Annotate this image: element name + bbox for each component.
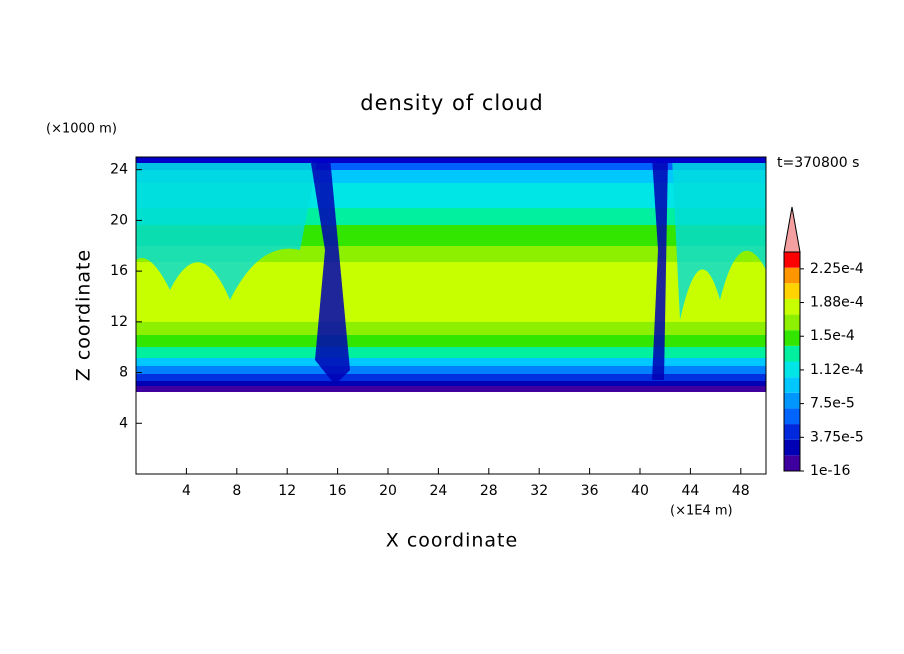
colorbar-band — [784, 361, 800, 378]
colorbar-band — [784, 252, 800, 268]
colorbar-band — [784, 314, 800, 331]
y-tick-label: 16 — [110, 263, 128, 279]
y-unit: (×1000 m) — [46, 122, 117, 137]
colorbar-band — [784, 455, 800, 471]
colorbar-frame — [783, 251, 801, 472]
x-tick-label: 32 — [530, 483, 548, 499]
x-tick-label: 4 — [182, 483, 191, 499]
colorbar-band — [784, 392, 800, 409]
y-tick-label: 24 — [110, 162, 128, 178]
colorbar-band — [784, 345, 800, 362]
colorbar-tick-label: 3.75e-5 — [810, 429, 864, 445]
colorbar-band — [784, 267, 800, 284]
colorbar-band — [784, 424, 800, 440]
x-tick-label: 12 — [278, 483, 296, 499]
x-tick-label: 20 — [379, 483, 397, 499]
x-axis-label: X coordinate — [386, 530, 518, 552]
x-tick-label: 36 — [581, 483, 599, 499]
y-tick-label: 8 — [119, 365, 128, 381]
x-tick-label: 48 — [732, 483, 750, 499]
x-tick-label: 16 — [329, 483, 347, 499]
colorbar-band — [784, 283, 800, 299]
colorbar-tick-label: 1.88e-4 — [810, 295, 864, 311]
x-tick-label: 8 — [232, 483, 241, 499]
colorbar-band — [784, 439, 800, 456]
x-tick-label: 40 — [631, 483, 649, 499]
colorbar-tick-label: 1.5e-4 — [810, 328, 855, 344]
colorbar-band — [784, 377, 800, 393]
y-axis-label: Z coordinate — [73, 249, 95, 381]
plot-frame — [135, 156, 767, 475]
colorbar-extension — [783, 206, 801, 253]
colorbar-tick-label: 7.5e-5 — [810, 396, 855, 412]
colorbar-tick-label: 1e-16 — [810, 463, 850, 479]
y-tick-label: 20 — [110, 212, 128, 228]
x-tick-label: 24 — [429, 483, 447, 499]
colorbar-tick-label: 1.12e-4 — [810, 362, 864, 378]
chart-title: density of cloud — [360, 91, 543, 115]
colorbar-band — [784, 298, 800, 315]
x-tick-label: 28 — [480, 483, 498, 499]
contour-field — [136, 157, 766, 392]
y-tick-label: 4 — [119, 415, 128, 431]
y-tick-label: 12 — [110, 314, 128, 330]
x-tick-label: 44 — [681, 483, 699, 499]
x-unit: (×1E4 m) — [670, 504, 733, 519]
annotation: t=370800 s — [777, 155, 859, 171]
colorbar-tick-label: 2.25e-4 — [810, 261, 864, 277]
colorbar-band — [784, 408, 800, 425]
colorbar-band — [784, 330, 800, 346]
